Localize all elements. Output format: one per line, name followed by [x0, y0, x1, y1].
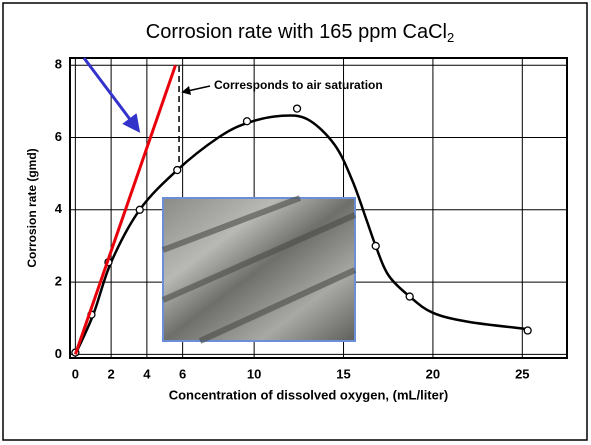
data-point [173, 165, 182, 175]
x-axis-label: Concentration of dissolved oxygen, (mL/l… [169, 387, 449, 402]
photo-inset [162, 197, 356, 342]
x-tick-label: 10 [247, 366, 261, 381]
data-point [135, 205, 144, 214]
photo-streak [161, 212, 357, 303]
annotation-arrow [181, 85, 211, 95]
chart-title: Corrosion rate with 165 ppm CaCl2 [146, 21, 454, 45]
x-tick-label: 6 [179, 366, 186, 381]
data-point [371, 241, 380, 251]
annotation: Corresponds to air saturation [214, 78, 383, 92]
x-tick-label: 4 [143, 366, 151, 381]
x-tick-label: 20 [426, 366, 440, 381]
x-tick-label: 2 [108, 366, 115, 381]
data-point [292, 104, 302, 113]
data-point [523, 326, 532, 335]
y-tick-label: 2 [55, 274, 62, 289]
series-line [73, 64, 177, 355]
y-tick-label: 6 [55, 129, 62, 144]
data-point [405, 292, 414, 301]
x-tick-label: 0 [72, 366, 79, 381]
data-point [242, 117, 252, 126]
y-axis-label: Corrosion rate (gmd) [25, 148, 39, 267]
y-tick-label: 0 [55, 346, 62, 361]
plot-frame [69, 57, 568, 359]
photo-streak [198, 267, 357, 344]
x-tick-label: 25 [515, 366, 529, 381]
pointer-arrow [82, 57, 141, 133]
x-tick-label: 15 [336, 366, 350, 381]
y-tick-label: 4 [55, 201, 63, 216]
y-tick-label: 8 [55, 57, 62, 72]
photo-streak [161, 195, 302, 253]
